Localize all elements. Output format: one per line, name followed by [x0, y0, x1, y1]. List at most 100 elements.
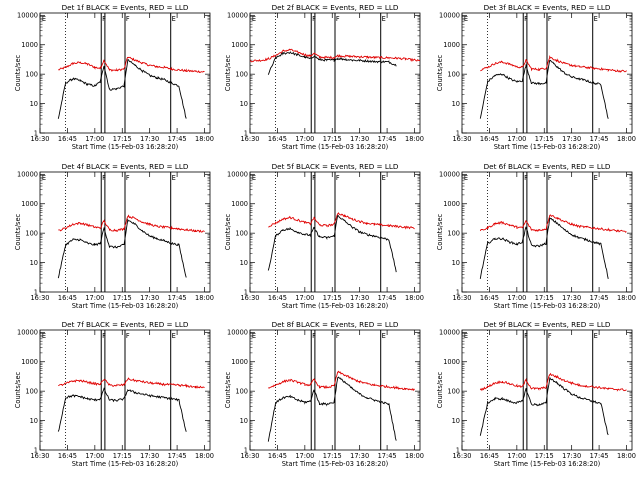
events-series-line	[479, 59, 609, 119]
y-tick-label: 100	[235, 229, 248, 237]
y-tick-label: 10	[30, 100, 38, 108]
y-tick-label: 1	[244, 288, 248, 296]
x-tick-label: 17:00	[507, 294, 526, 302]
region-label: F	[548, 332, 552, 340]
y-axis-label: Counts/sec	[224, 54, 232, 91]
region-label: E	[594, 332, 598, 340]
y-tick-label: 1	[244, 129, 248, 137]
region-label: F	[524, 174, 528, 182]
x-tick-label: 17:30	[350, 452, 369, 460]
y-tick-label: 10000	[17, 329, 38, 337]
y-tick-label: 1000	[443, 200, 460, 208]
region-label: E	[382, 15, 386, 23]
y-tick-label: 10000	[439, 329, 460, 337]
region-label: E	[42, 15, 46, 23]
x-tick-label: 17:00	[85, 294, 104, 302]
x-tick-label: 17:30	[350, 135, 369, 143]
region-label: F	[524, 15, 528, 23]
region-label: F	[312, 332, 316, 340]
x-tick-label: 17:00	[85, 452, 104, 460]
x-tick-label: 17:00	[295, 452, 314, 460]
y-tick-label: 10	[30, 259, 38, 267]
y-tick-label: 1	[456, 446, 460, 454]
x-tick-label: 17:15	[113, 135, 132, 143]
x-tick-label: 16:30	[240, 452, 259, 460]
x-tick-label: 16:30	[30, 452, 49, 460]
y-tick-label: 10	[240, 417, 248, 425]
x-tick-label: 17:45	[378, 135, 397, 143]
events-series-line	[267, 376, 397, 442]
events-series-line	[57, 59, 187, 119]
region-label: F	[126, 332, 130, 340]
region-label: F	[102, 332, 106, 340]
x-tick-label: 17:00	[507, 452, 526, 460]
region-label: E	[172, 174, 176, 182]
y-tick-label: 10000	[227, 12, 248, 20]
x-axis-label: Start Time (15-Feb-03 16:28:20)	[494, 460, 601, 468]
y-tick-label: 100	[447, 70, 460, 78]
y-tick-label: 10	[452, 259, 460, 267]
x-tick-label: 17:15	[113, 294, 132, 302]
y-tick-label: 100	[235, 387, 248, 395]
panel-det-2f: Det 2f BLACK = Events, RED = LLD 1 10 100 10…	[224, 3, 424, 151]
lld-series-line	[58, 214, 205, 233]
y-tick-label: 1000	[21, 358, 38, 366]
region-label: E	[594, 15, 598, 23]
panel-title: Det 6f BLACK = Events, RED = LLD	[484, 162, 611, 171]
x-tick-label: 16:45	[268, 452, 287, 460]
y-tick-label: 100	[235, 70, 248, 78]
region-label: F	[336, 332, 340, 340]
panel-title: Det 9f BLACK = Events, RED = LLD	[484, 320, 611, 329]
region-label: E	[172, 15, 176, 23]
panel-title: Det 4f BLACK = Events, RED = LLD	[62, 162, 189, 171]
panel-title: Det 2f BLACK = Events, RED = LLD	[272, 3, 399, 12]
x-tick-label: 17:15	[535, 135, 554, 143]
panel-det-4f: Det 4f BLACK = Events, RED = LLD 1 10 100 10…	[14, 162, 214, 310]
region-label: F	[126, 15, 130, 23]
y-tick-label: 1000	[21, 200, 38, 208]
x-tick-label: 16:30	[452, 294, 471, 302]
lld-series-line	[268, 370, 415, 392]
x-tick-label: 18:00	[405, 135, 424, 143]
lld-series-line	[58, 377, 205, 389]
panel-det-6f: Det 6f BLACK = Events, RED = LLD 1 10 100 10…	[436, 162, 636, 310]
x-axis-label: Start Time (15-Feb-03 16:28:20)	[494, 143, 601, 151]
x-tick-label: 16:30	[452, 135, 471, 143]
x-tick-label: 17:45	[378, 452, 397, 460]
region-label: E	[42, 332, 46, 340]
y-tick-label: 10000	[439, 171, 460, 179]
y-tick-label: 10	[452, 417, 460, 425]
region-label: E	[252, 332, 256, 340]
region-label: E	[594, 174, 598, 182]
x-tick-label: 18:00	[195, 294, 214, 302]
x-axis-label: Start Time (15-Feb-03 16:28:20)	[72, 302, 179, 310]
x-tick-label: 17:15	[323, 294, 342, 302]
x-tick-label: 17:30	[350, 294, 369, 302]
x-tick-label: 17:30	[140, 135, 159, 143]
y-tick-label: 1	[34, 129, 38, 137]
x-tick-label: 16:30	[30, 294, 49, 302]
y-axis-label: Counts/sec	[436, 213, 444, 250]
y-tick-label: 1000	[231, 358, 248, 366]
x-tick-label: 18:00	[405, 294, 424, 302]
y-tick-label: 1000	[231, 200, 248, 208]
lld-series-line	[268, 212, 415, 230]
panel-det-3f: Det 3f BLACK = Events, RED = LLD 1 10 100 10…	[436, 3, 636, 151]
events-series-line	[267, 215, 397, 273]
x-tick-label: 16:45	[268, 135, 287, 143]
x-tick-label: 17:45	[378, 294, 397, 302]
region-label: F	[126, 174, 130, 182]
x-tick-label: 18:00	[617, 452, 636, 460]
region-label: E	[382, 174, 386, 182]
lld-series-line	[249, 48, 421, 63]
x-axis-label: Start Time (15-Feb-03 16:28:20)	[282, 460, 389, 468]
y-tick-label: 100	[447, 387, 460, 395]
x-tick-label: 16:45	[480, 135, 499, 143]
region-label: F	[336, 15, 340, 23]
x-tick-label: 17:15	[113, 452, 132, 460]
y-tick-label: 10000	[439, 12, 460, 20]
panel-title: Det 3f BLACK = Events, RED = LLD	[484, 3, 611, 12]
y-tick-label: 1000	[443, 41, 460, 49]
x-tick-label: 17:30	[562, 135, 581, 143]
x-tick-label: 16:45	[58, 452, 77, 460]
